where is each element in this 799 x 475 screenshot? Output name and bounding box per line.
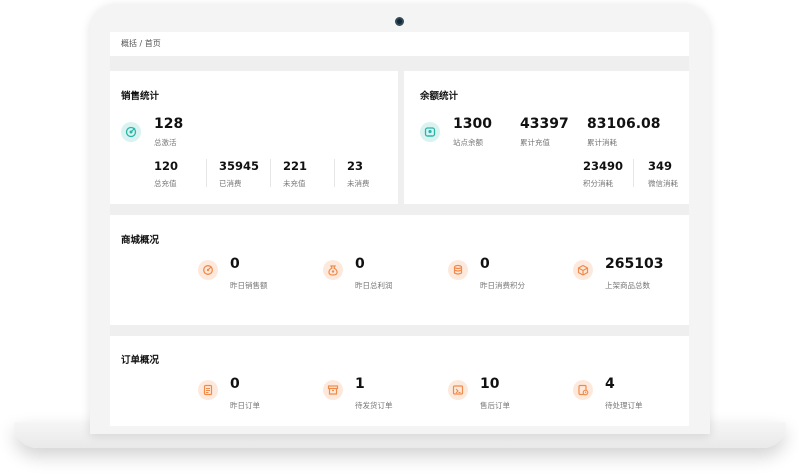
orders-value: 1 — [355, 376, 365, 392]
balance-bottom-value: 349 — [648, 159, 673, 173]
shipping-box-icon — [323, 380, 343, 400]
sales-stat-value: 221 — [283, 159, 308, 173]
coins-icon — [448, 260, 468, 280]
sales-stat-value: 120 — [154, 159, 179, 173]
orders-card: 订单概况 0 昨日订单 1 待发货订单 10 售后订单 4 待处理订单 — [110, 336, 689, 426]
mall-title: 商城概况 — [121, 235, 160, 246]
sales-main-value: 128 — [154, 116, 184, 132]
orders-value: 10 — [480, 376, 500, 392]
sales-stat-label: 总充值 — [154, 179, 177, 188]
sales-stat-label: 未充值 — [283, 179, 306, 188]
dashboard-screen: 概括 / 首页 销售统计 128 总激活 120 总充值 35945 已消费 2… — [110, 32, 689, 426]
orders-value: 0 — [230, 376, 240, 392]
mall-card: 商城概况 0 昨日销售额 0 昨日总利润 0 昨日消费积分 265103 上架商… — [110, 215, 689, 325]
after-sales-icon — [448, 380, 468, 400]
box-icon — [573, 260, 593, 280]
money-bag-icon — [323, 260, 343, 280]
divider — [633, 159, 634, 187]
balance-bottom-label: 积分消耗 — [583, 179, 613, 188]
orders-title: 订单概况 — [121, 355, 160, 366]
sales-main-label: 总激活 — [154, 138, 177, 147]
balance-top-value: 43397 — [520, 116, 569, 132]
sales-stat-value: 35945 — [219, 159, 260, 173]
balance-top-label: 站点余额 — [453, 138, 483, 147]
balance-top-value: 1300 — [453, 116, 492, 132]
sales-stat-label: 未消费 — [347, 179, 370, 188]
balance-top-label: 累计消耗 — [587, 138, 617, 147]
balance-top-value: 83106.08 — [587, 116, 661, 132]
breadcrumb[interactable]: 概括 / 首页 — [110, 32, 689, 56]
pending-order-icon — [573, 380, 593, 400]
orders-label: 昨日订单 — [230, 401, 260, 410]
sales-title: 销售统计 — [121, 91, 160, 102]
balance-card: 余额统计 1300 站点余额 43397 累计充值 83106.08 累计消耗 … — [404, 71, 689, 204]
mall-value: 0 — [230, 256, 240, 272]
balance-title: 余额统计 — [420, 91, 459, 102]
orders-value: 4 — [605, 376, 615, 392]
mall-label: 昨日总利润 — [355, 281, 393, 290]
wallet-icon — [420, 122, 440, 142]
balance-top-label: 累计充值 — [520, 138, 550, 147]
divider — [206, 159, 207, 187]
mall-label: 昨日消费积分 — [480, 281, 525, 290]
orders-label: 待发货订单 — [355, 401, 393, 410]
sales-stat-value: 23 — [347, 159, 364, 173]
mall-value: 0 — [480, 256, 490, 272]
sales-icon — [198, 260, 218, 280]
camera-dot — [395, 17, 404, 26]
orders-label: 售后订单 — [480, 401, 510, 410]
mall-value: 0 — [355, 256, 365, 272]
sales-card: 销售统计 128 总激活 120 总充值 35945 已消费 221 未充值 2… — [110, 71, 398, 204]
mall-label: 昨日销售额 — [230, 281, 268, 290]
divider — [270, 159, 271, 187]
divider — [334, 159, 335, 187]
target-icon — [121, 122, 141, 142]
orders-label: 待处理订单 — [605, 401, 643, 410]
order-list-icon — [198, 380, 218, 400]
mall-label: 上架商品总数 — [605, 281, 650, 290]
balance-bottom-label: 微信消耗 — [648, 179, 678, 188]
balance-bottom-value: 23490 — [583, 159, 624, 173]
mall-value: 265103 — [605, 256, 664, 272]
sales-stat-label: 已消费 — [219, 179, 242, 188]
